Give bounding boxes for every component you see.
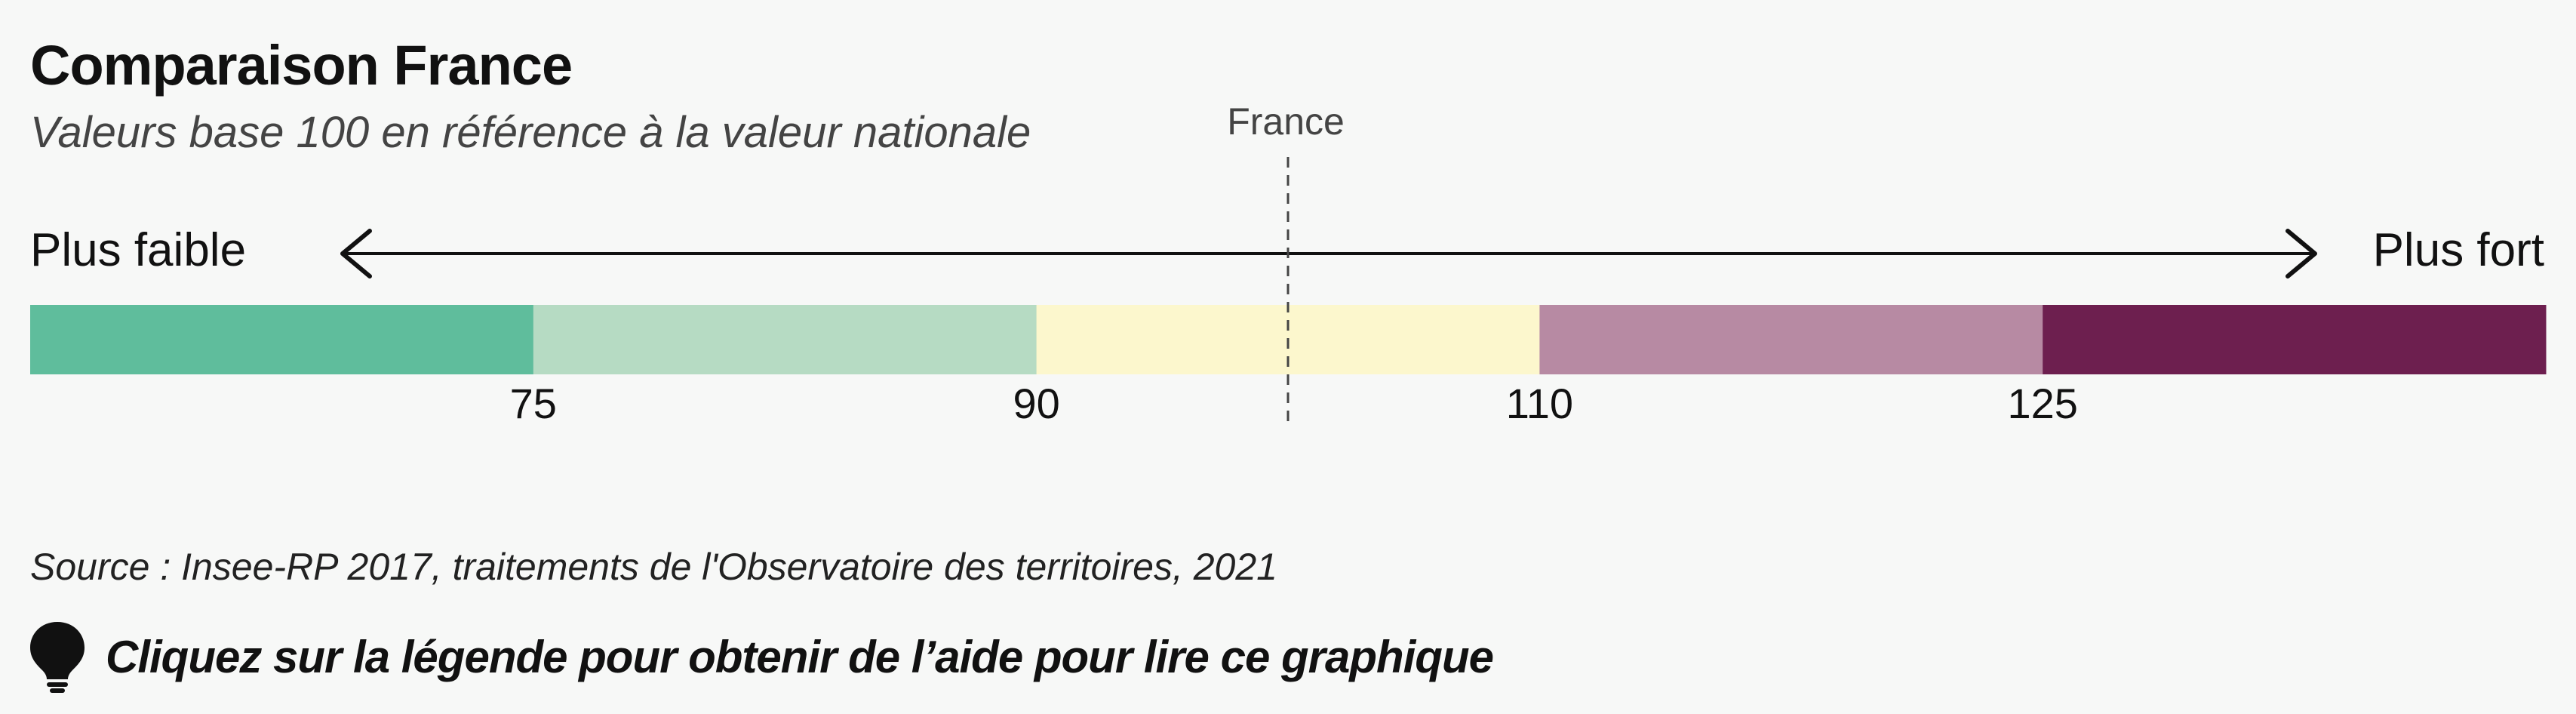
tick-label: 90	[1013, 380, 1060, 427]
class-bar-2[interactable]	[533, 305, 1037, 374]
low-end-label: Plus faible	[30, 224, 247, 276]
chart-title: Comparaison France	[30, 34, 573, 97]
source-note: Source : Insee-RP 2017, traitements de l…	[30, 546, 1277, 588]
help-link[interactable]: Cliquez sur la légende pour obtenir de l…	[106, 632, 1494, 682]
reference-label: France	[1227, 100, 1345, 143]
direction-arrow	[340, 229, 2317, 279]
tick-label: 75	[509, 380, 557, 427]
high-end-label: Plus fort	[2372, 224, 2544, 276]
tick-label: 110	[1505, 380, 1574, 427]
tick-label: 125	[2007, 380, 2078, 427]
lightbulb-icon[interactable]	[27, 619, 88, 694]
class-bar-5[interactable]	[2043, 305, 2547, 374]
chart-subtitle: Valeurs base 100 en référence à la valeu…	[30, 108, 1031, 157]
class-bar-1[interactable]	[30, 305, 534, 374]
class-bar-4[interactable]	[1539, 305, 2043, 374]
